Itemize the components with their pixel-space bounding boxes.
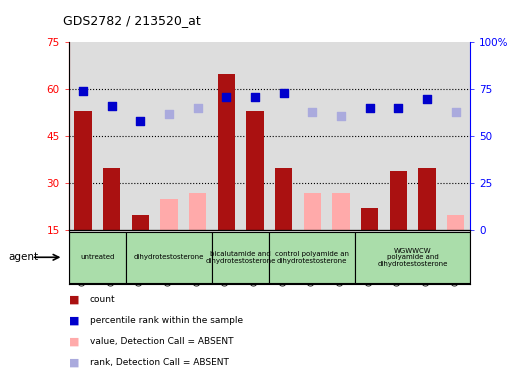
Bar	[418, 168, 436, 230]
Point	[394, 105, 402, 111]
Text: rank, Detection Call = ABSENT: rank, Detection Call = ABSENT	[90, 358, 229, 367]
Bar	[103, 168, 120, 230]
Point	[136, 118, 145, 124]
Text: percentile rank within the sample: percentile rank within the sample	[90, 316, 243, 325]
Text: ■: ■	[69, 316, 79, 326]
Bar	[212, 232, 269, 283]
Text: WGWWCW
polyamide and
dihydrotestosterone: WGWWCW polyamide and dihydrotestosterone	[378, 248, 448, 267]
Bar	[355, 232, 470, 283]
Text: count: count	[90, 295, 116, 304]
Point	[337, 113, 345, 119]
Bar	[69, 232, 126, 283]
Point	[222, 94, 231, 100]
Text: agent: agent	[8, 252, 38, 262]
Text: dihydrotestosterone: dihydrotestosterone	[134, 254, 204, 260]
Bar	[131, 215, 149, 230]
Bar	[332, 193, 350, 230]
Point	[308, 109, 316, 115]
Point	[451, 109, 460, 115]
Text: ■: ■	[69, 337, 79, 347]
Point	[251, 94, 259, 100]
Point	[365, 105, 374, 111]
Bar	[275, 168, 292, 230]
Text: value, Detection Call = ABSENT: value, Detection Call = ABSENT	[90, 337, 233, 346]
Point	[423, 96, 431, 102]
Text: control polyamide an
dihydrotestosterone: control polyamide an dihydrotestosterone	[275, 251, 350, 263]
Text: bicalutamide and
dihydrotestosterone: bicalutamide and dihydrotestosterone	[205, 251, 276, 263]
Point	[107, 103, 116, 109]
Point	[193, 105, 202, 111]
Bar	[218, 74, 235, 230]
Text: ■: ■	[69, 295, 79, 305]
Text: GDS2782 / 213520_at: GDS2782 / 213520_at	[63, 14, 201, 27]
Point	[79, 88, 87, 94]
Bar	[361, 209, 378, 230]
Bar	[161, 199, 177, 230]
Bar	[74, 111, 91, 230]
Text: untreated: untreated	[80, 254, 115, 260]
Bar	[189, 193, 206, 230]
Point	[165, 111, 173, 117]
Bar	[447, 215, 464, 230]
Bar	[304, 193, 321, 230]
Bar	[126, 232, 212, 283]
Text: ■: ■	[69, 358, 79, 368]
Point	[279, 90, 288, 96]
Bar	[269, 232, 355, 283]
Bar	[247, 111, 263, 230]
Bar	[390, 171, 407, 230]
